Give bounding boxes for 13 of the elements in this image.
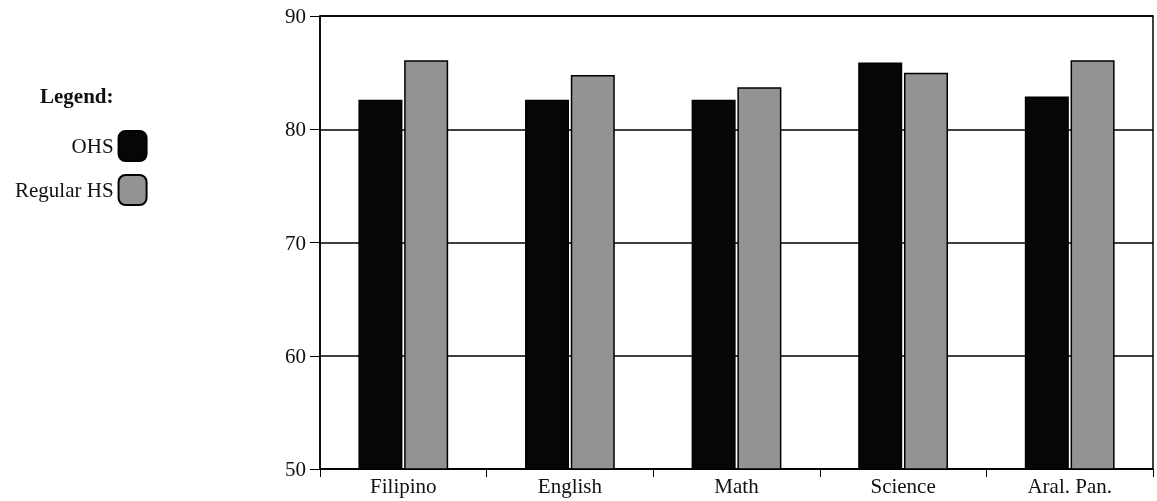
y-tick-label: 80 [285, 117, 306, 142]
legend-title: Legend: [40, 83, 114, 108]
x-tick-label: Filipino [370, 473, 437, 498]
x-tick-label: Math [714, 473, 760, 498]
x-tick-label: English [537, 473, 603, 498]
y-tick-label: 70 [285, 230, 306, 255]
x-tick-label: Aral. Pan. [1027, 473, 1112, 498]
y-tick-label: 50 [285, 457, 306, 481]
y-tick-label: 90 [285, 4, 306, 28]
y-tick-label: 60 [285, 343, 306, 368]
legend-label: OHS [71, 134, 114, 158]
x-tick-label: Science [870, 473, 936, 498]
legend-label: Regular HS [14, 178, 114, 202]
